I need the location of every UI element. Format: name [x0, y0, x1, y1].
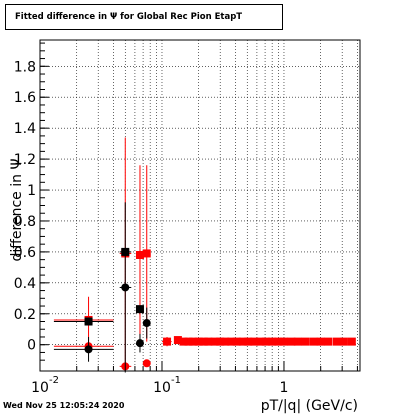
data-point-square — [261, 337, 270, 346]
data-point-square — [216, 337, 225, 346]
data-point-square — [339, 337, 348, 346]
data-point-square — [274, 337, 283, 346]
data-point-square — [332, 337, 341, 346]
tick-labels: 00.20.40.60.811.21.41.61.810 -2 10 -1 1 — [14, 59, 289, 396]
data-point-circle — [84, 345, 93, 354]
data-point-square — [204, 337, 213, 346]
data-point-square — [184, 337, 193, 346]
chart-title: Fitted difference in Ψ for Global Rec Pi… — [5, 4, 283, 30]
data-point-square — [250, 337, 259, 346]
y-tick-label: 0.8 — [14, 214, 36, 230]
x-tick-exponent: -1 — [171, 375, 181, 386]
data-point-square — [135, 305, 144, 314]
data-point-square — [210, 337, 219, 346]
data-point-square — [189, 337, 198, 346]
data-point-square — [227, 337, 236, 346]
x-tick-label: 10 — [153, 380, 171, 396]
x-axis-label: pT/|q| (GeV/c) — [261, 398, 358, 414]
data-point-square — [309, 337, 318, 346]
y-tick-label: 0.2 — [14, 307, 36, 323]
data-point-square — [316, 337, 325, 346]
x-tick-label: 1 — [280, 380, 289, 396]
data-point-square — [268, 337, 277, 346]
y-tick-label: 1.4 — [14, 121, 36, 137]
data-point-square — [179, 337, 188, 346]
y-axis-label: difference in Ψ — [9, 159, 25, 262]
y-tick-label: 0.6 — [14, 245, 36, 261]
data-point-square — [293, 337, 302, 346]
data-point-square — [232, 337, 241, 346]
data-marks — [53, 137, 356, 373]
y-tick-label: 0.4 — [14, 276, 36, 292]
y-tick-label: 1 — [27, 183, 36, 199]
plot-area — [40, 40, 360, 371]
y-tick-label: 1.8 — [14, 59, 36, 75]
plot-frame — [39, 39, 361, 372]
data-point-circle — [135, 339, 144, 348]
y-tick-label: 1.2 — [14, 152, 36, 168]
data-point-square — [163, 337, 172, 346]
data-point-square — [194, 337, 203, 346]
data-point-square — [84, 317, 93, 326]
grid-lines — [39, 40, 360, 371]
x-tick-exponent: -2 — [49, 375, 59, 386]
data-point-square — [256, 337, 265, 346]
data-point-square — [238, 337, 247, 346]
data-point-square — [173, 336, 182, 345]
y-tick-label: 0 — [27, 338, 36, 354]
data-point-square — [287, 337, 296, 346]
y-tick-label: 1.6 — [14, 90, 36, 106]
data-point-square — [244, 337, 253, 346]
data-point-circle — [142, 359, 151, 368]
data-point-square — [324, 337, 333, 346]
data-point-square — [279, 337, 288, 346]
data-point-square — [301, 337, 310, 346]
data-point-square — [199, 337, 208, 346]
data-point-square — [347, 337, 356, 346]
data-point-circle — [121, 283, 130, 292]
chart-title-text: Fitted difference in Ψ for Global Rec Pi… — [15, 12, 243, 22]
x-tick-label: 10 — [31, 380, 49, 396]
data-point-circle — [142, 319, 151, 328]
data-point-square — [142, 249, 151, 258]
data-point-square — [221, 337, 230, 346]
data-point-square — [135, 250, 144, 259]
timestamp: Wed Nov 25 12:05:24 2020 — [3, 401, 125, 410]
